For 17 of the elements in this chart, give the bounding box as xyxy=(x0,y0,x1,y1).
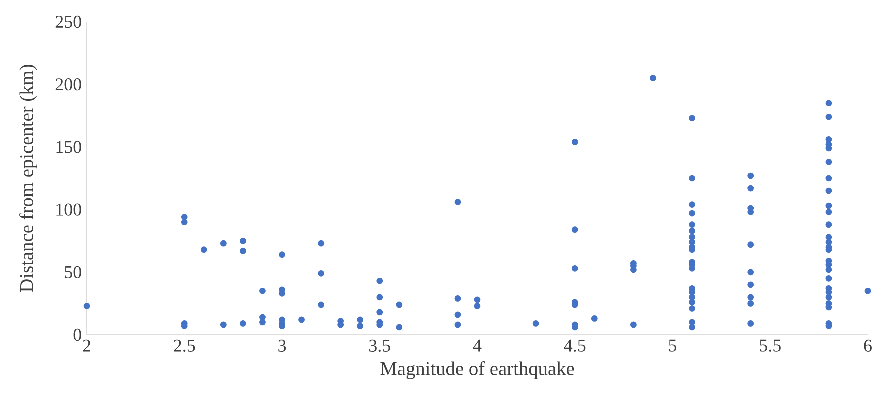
x-tick-label: 4.5 xyxy=(564,340,586,352)
y-tick-label: 50 xyxy=(65,266,82,278)
x-tick-label: 4 xyxy=(473,340,482,352)
y-tick-label: 200 xyxy=(56,78,82,91)
x-tick-label: 5 xyxy=(669,340,677,352)
y-axis-title: Distance from epicenter (km) xyxy=(20,65,38,292)
x-tick-label: 5.5 xyxy=(760,340,781,352)
y-tick-label: 150 xyxy=(56,141,82,154)
x-axis-title: Magnitude of earthquake xyxy=(380,362,574,380)
x-tick-label: 2 xyxy=(83,340,91,352)
x-tick-label: 3.5 xyxy=(370,340,390,352)
y-tick-label: 250 xyxy=(56,16,82,28)
y-tick-label: 100 xyxy=(56,204,82,216)
y-tick-label: 0 xyxy=(74,328,82,342)
x-tick-label: 6 xyxy=(864,340,872,352)
x-tick-label: 3 xyxy=(278,340,286,352)
x-tick-label: 2.5 xyxy=(174,340,196,352)
